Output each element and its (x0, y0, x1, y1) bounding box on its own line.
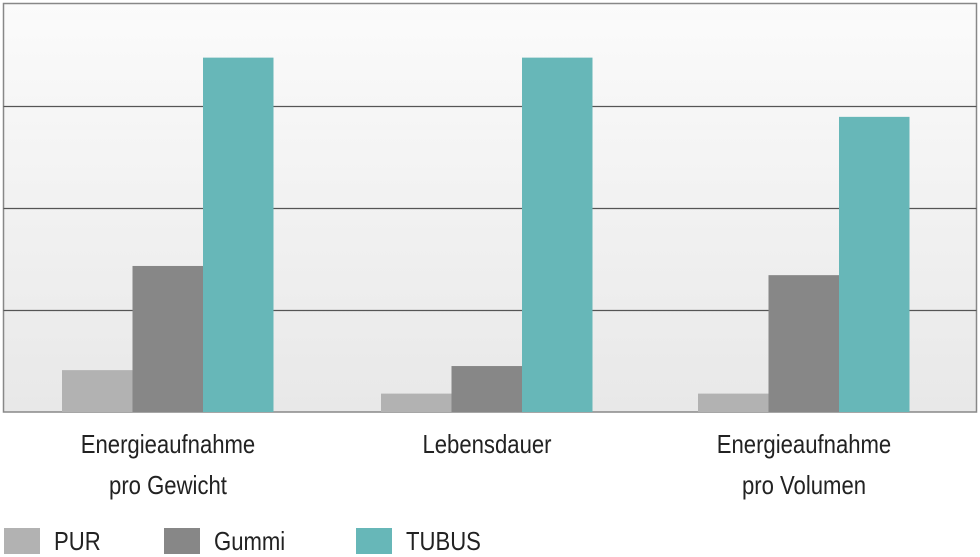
bar-gummi-0 (132, 265, 203, 412)
legend-item-pur: PUR (4, 526, 109, 556)
legend-label: PUR (54, 526, 101, 556)
legend-swatch-gummi (164, 528, 200, 554)
category-label: Lebensdauer (422, 429, 552, 459)
category-label: Energieaufnahme pro Gewicht (80, 429, 255, 500)
bar-chart (2, 2, 978, 413)
legend-swatch-pur (4, 528, 40, 554)
legend-swatch-tubus (356, 528, 392, 554)
legend: PUR Gummi TUBUS (0, 526, 980, 556)
bar-gummi-2 (768, 275, 839, 412)
bar-tubus-0 (203, 57, 274, 412)
legend-label: TUBUS (406, 526, 481, 556)
legend-label: Gummi (214, 526, 286, 556)
bar-pur-2 (698, 393, 769, 412)
bar-pur-0 (62, 370, 133, 412)
legend-item-tubus: TUBUS (356, 526, 494, 556)
legend-item-gummi: Gummi (164, 526, 298, 556)
bar-tubus-2 (839, 116, 910, 412)
bar-tubus-1 (522, 57, 593, 412)
bar-gummi-1 (451, 366, 522, 412)
bar-pur-1 (381, 393, 452, 412)
category-label: Energieaufnahme pro Volumen (716, 429, 891, 500)
